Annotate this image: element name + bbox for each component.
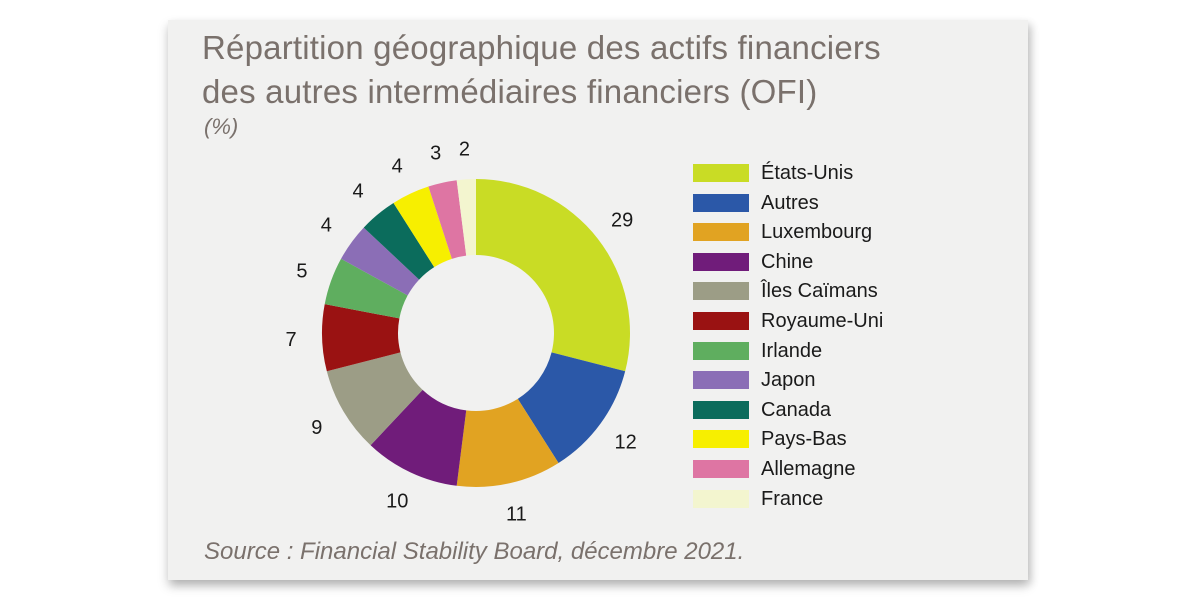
legend-label: Japon xyxy=(761,369,816,392)
chart-title-line-1: Répartition géographique des actifs fina… xyxy=(202,29,881,66)
chart-source: Source : Financial Stability Board, déce… xyxy=(204,538,745,565)
slice-value-label-3: 10 xyxy=(386,490,408,512)
donut-slice-4 xyxy=(326,352,423,446)
legend-label: Canada xyxy=(761,398,832,421)
chart-unit: (%) xyxy=(204,114,239,139)
legend-swatch xyxy=(693,430,749,449)
legend-swatch xyxy=(693,282,749,301)
slice-value-label-11: 2 xyxy=(459,138,470,160)
donut-slice-10 xyxy=(428,180,467,259)
donut-slice-7 xyxy=(341,227,420,296)
legend-swatch xyxy=(693,223,749,242)
slice-value-label-4: 9 xyxy=(311,417,322,439)
legend-label: Îles Caïmans xyxy=(761,280,878,303)
donut-slices xyxy=(322,179,630,487)
legend-swatch xyxy=(693,459,749,478)
legend-label: Autres xyxy=(761,191,819,214)
legend-label: États-Unis xyxy=(761,162,854,184)
slice-value-label-0: 29 xyxy=(611,210,633,232)
legend-swatch xyxy=(693,341,749,360)
legend-label: Chine xyxy=(761,250,814,273)
legend-label: Luxembourg xyxy=(761,221,873,244)
slice-value-label-8: 4 xyxy=(353,180,364,202)
slice-value-label-1: 12 xyxy=(615,432,637,454)
donut-slice-3 xyxy=(370,389,467,486)
donut-slice-5 xyxy=(322,304,401,372)
legend-label: Royaume-Uni xyxy=(761,309,884,332)
donut-slice-0 xyxy=(476,179,630,372)
legend-label: Pays-Bas xyxy=(761,428,847,451)
legend-swatch xyxy=(693,489,749,508)
donut-slice-6 xyxy=(324,258,408,319)
legend-swatch xyxy=(693,252,749,271)
chart-title-line-2: des autres intermédiaires financiers (OF… xyxy=(202,73,818,110)
legend-label: Irlande xyxy=(761,339,823,362)
donut-slice-1 xyxy=(517,352,626,464)
donut-slice-2 xyxy=(456,398,559,487)
legend-swatch xyxy=(693,311,749,330)
slice-value-label-6: 5 xyxy=(296,260,307,282)
legend-label: France xyxy=(761,487,824,510)
legend-swatch xyxy=(693,400,749,419)
slice-value-label-7: 4 xyxy=(321,214,332,236)
donut-slice-8 xyxy=(363,202,435,280)
legend-swatch xyxy=(693,193,749,212)
chart-title: Répartition géographique des actifs fina… xyxy=(202,26,1002,114)
donut-slice-11 xyxy=(456,179,476,256)
legend-label: Allemagne xyxy=(761,457,856,480)
slice-value-label-5: 7 xyxy=(286,329,297,351)
slice-value-label-10: 3 xyxy=(430,142,441,164)
slice-value-label-9: 4 xyxy=(392,156,403,178)
legend-swatch xyxy=(693,164,749,182)
slice-value-label-2: 11 xyxy=(506,504,527,526)
donut-slice-9 xyxy=(393,186,452,268)
legend-swatch xyxy=(693,371,749,390)
